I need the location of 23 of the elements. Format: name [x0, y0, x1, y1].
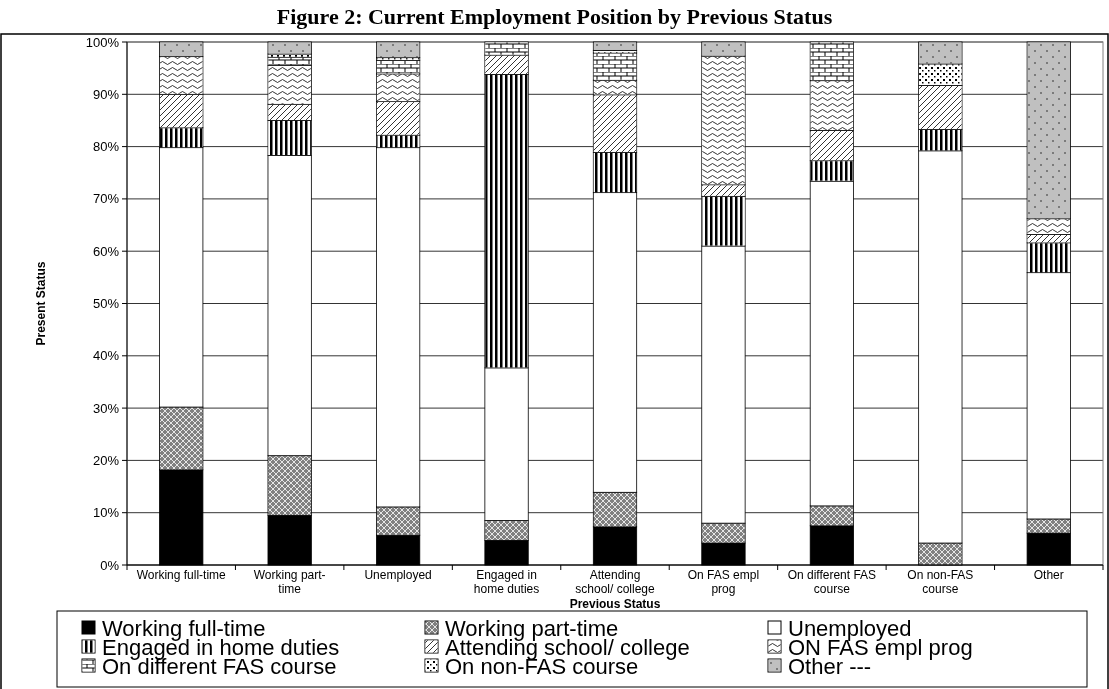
x-tick-label: On non-FAS course	[907, 568, 974, 596]
x-axis-title: Previous Status	[569, 597, 661, 611]
y-tick-label: 0%	[100, 557, 120, 573]
x-tick-label: Other	[1033, 568, 1064, 582]
y-axis-title: Present Status	[34, 261, 48, 346]
x-tick-label: On different FAS course	[787, 568, 877, 596]
y-tick-label: 60%	[92, 243, 120, 259]
y-tick-label: 40%	[92, 348, 120, 364]
x-tick-label: Working full-time	[136, 568, 227, 582]
y-tick-label: 30%	[92, 400, 120, 416]
y-tick-label: 70%	[92, 191, 120, 207]
y-tick-label: 20%	[92, 452, 120, 468]
y-tick-label: 80%	[92, 139, 120, 155]
x-tick-label: On FAS empl prog	[687, 568, 760, 596]
y-tick-label: 100%	[85, 34, 120, 50]
x-tick-label: Attending school/ college	[575, 568, 656, 596]
x-tick-label: Working part-time	[253, 568, 326, 596]
x-tick-label: Unemployed	[364, 568, 432, 582]
y-tick-label: 90%	[92, 86, 120, 102]
y-tick-label: 50%	[92, 296, 120, 312]
y-tick-label: 10%	[92, 505, 120, 521]
chart-title: Figure 2: Current Employment Position by Previous Status	[276, 4, 833, 29]
x-tick-label: Engaged in home duties	[473, 568, 540, 596]
